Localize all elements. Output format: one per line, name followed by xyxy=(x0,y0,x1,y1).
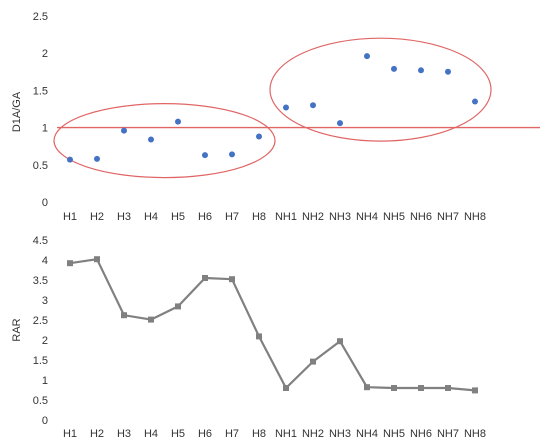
data-point xyxy=(67,156,73,163)
y-tick-label: 2 xyxy=(42,335,48,347)
x-tick-label: NH1 xyxy=(275,211,297,223)
data-marker xyxy=(337,338,343,345)
x-tick-label: H2 xyxy=(90,211,104,223)
x-tick-label: NH3 xyxy=(329,428,351,440)
data-point xyxy=(148,136,154,143)
data-marker xyxy=(202,275,208,281)
x-tick-label: NH2 xyxy=(302,211,324,223)
data-marker xyxy=(310,358,316,365)
chart-rar: RAR 0 0.5 1 1.5 2 2.5 3 3.5 4 4.5 H1 H2 H3 H4 H5 H6 H7 H8… xyxy=(11,235,486,440)
data-point xyxy=(256,133,262,140)
x-tick-label: NH4 xyxy=(356,211,378,223)
x-tick-label: H2 xyxy=(90,428,104,440)
x-tick-label: H4 xyxy=(144,211,158,223)
data-point xyxy=(175,118,181,125)
group-ellipse-nh xyxy=(269,37,492,142)
data-marker xyxy=(148,316,154,323)
data-marker xyxy=(67,260,73,267)
x-tick-label: NH8 xyxy=(464,211,486,223)
data-marker xyxy=(94,256,100,263)
chart-d1a-ga: D1A/GA 0 0.5 1 1.5 2 2.5 H1 H2 H3 H4 H5 H6 H7 H8 NH1 NH… xyxy=(11,11,540,223)
y-axis-label-d1a-ga: D1A/GA xyxy=(11,91,23,132)
series-line xyxy=(69,258,476,392)
x-tick-label: NH6 xyxy=(410,211,432,223)
x-tick-label: NH7 xyxy=(437,211,459,223)
y-tick-label: 2.5 xyxy=(33,11,48,23)
y-tick-label: 0 xyxy=(42,415,48,427)
y-tick-label: 3 xyxy=(42,295,48,307)
data-point xyxy=(391,65,397,72)
data-point xyxy=(229,151,235,158)
x-tick-label: H8 xyxy=(252,211,266,223)
y-tick-label: 4 xyxy=(42,255,48,267)
x-tick-label: H4 xyxy=(144,428,158,440)
data-point xyxy=(202,152,208,159)
x-tick-label: NH5 xyxy=(383,211,405,223)
x-tick-label: NH6 xyxy=(410,428,432,440)
x-tick-label: NH7 xyxy=(437,428,459,440)
x-tick-label: NH3 xyxy=(329,211,351,223)
x-tick-label: H6 xyxy=(198,211,212,223)
y-tick-label: 1 xyxy=(42,375,48,387)
x-tick-label: H1 xyxy=(63,428,77,440)
y-tick-label: 0 xyxy=(42,197,48,209)
data-marker xyxy=(472,387,478,394)
x-tick-label: H5 xyxy=(171,428,185,440)
data-point xyxy=(310,102,316,109)
x-tick-label: NH4 xyxy=(356,428,378,440)
data-point xyxy=(472,98,478,105)
y-axis-label-rar: RAR xyxy=(11,318,23,341)
y-tick-label: 1.5 xyxy=(33,355,48,367)
y-tick-label: 0.5 xyxy=(33,160,48,172)
data-point xyxy=(364,53,370,60)
data-marker xyxy=(283,385,289,391)
x-tick-label: H3 xyxy=(117,428,131,440)
data-point xyxy=(121,127,127,134)
y-tick-label: 0.5 xyxy=(33,395,48,407)
y-tick-label: 4.5 xyxy=(33,235,48,247)
data-marker xyxy=(418,385,424,391)
x-tick-label: H6 xyxy=(198,428,212,440)
x-tick-label: H5 xyxy=(171,211,185,223)
data-point xyxy=(337,120,343,127)
data-point xyxy=(418,67,424,74)
y-tick-label: 1.5 xyxy=(33,85,48,97)
x-tick-label: NH8 xyxy=(464,428,486,440)
x-tick-label: NH2 xyxy=(302,428,324,440)
data-marker xyxy=(445,385,451,391)
x-tick-label: H7 xyxy=(225,211,239,223)
y-tick-label: 1 xyxy=(42,123,48,135)
data-marker xyxy=(175,303,181,310)
data-point xyxy=(94,155,100,162)
data-point xyxy=(445,68,451,75)
x-tick-label: H1 xyxy=(63,211,77,223)
data-marker xyxy=(391,385,397,391)
data-marker xyxy=(256,333,262,340)
data-marker xyxy=(229,276,235,283)
y-tick-label: 2.5 xyxy=(33,315,48,327)
data-marker xyxy=(364,384,370,391)
x-tick-label: H3 xyxy=(117,211,131,223)
y-tick-label: 2 xyxy=(42,48,48,60)
x-tick-label: H8 xyxy=(252,428,266,440)
data-marker xyxy=(121,312,127,319)
y-tick-label: 3.5 xyxy=(33,275,48,287)
x-tick-label: NH5 xyxy=(383,428,405,440)
x-tick-label: NH1 xyxy=(275,428,297,440)
group-ellipse-h xyxy=(53,103,276,179)
x-tick-label: H7 xyxy=(225,428,239,440)
data-point xyxy=(283,104,289,111)
